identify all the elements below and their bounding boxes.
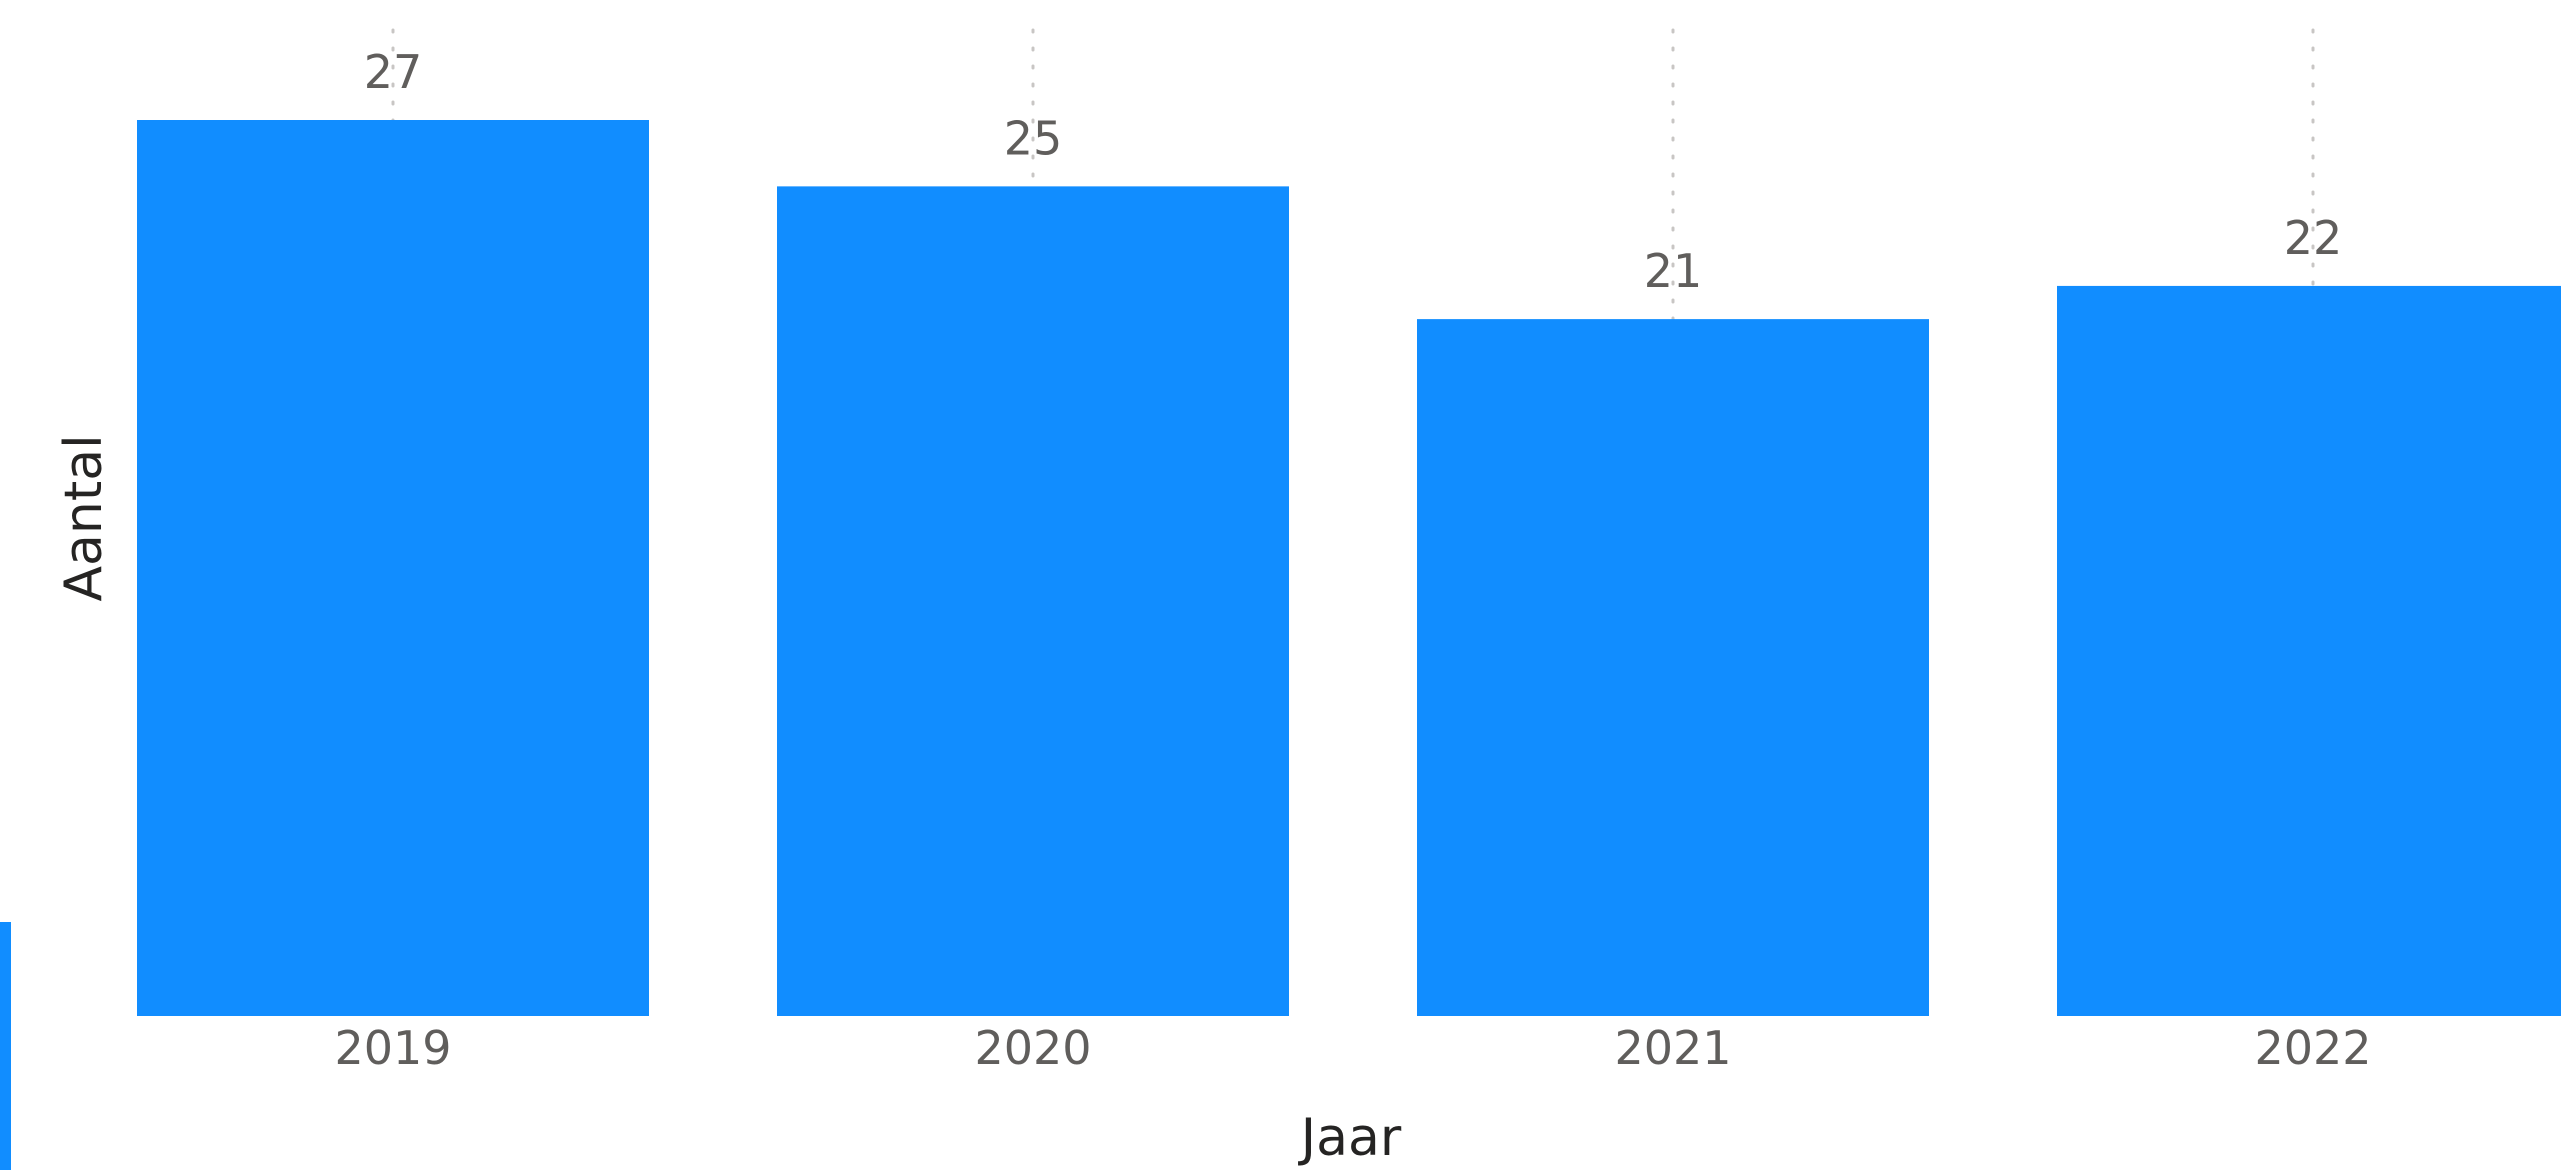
data-label-2022: 22 — [2284, 211, 2343, 265]
guide-lines — [391, 28, 2315, 1018]
x-tick-label-2019: 2019 — [334, 1021, 451, 1075]
x-tick-label-2021: 2021 — [1614, 1021, 1731, 1075]
labels: 27 2019 25 2020 21 2021 22 2022 — [334, 45, 2371, 1075]
bar-2020[interactable] — [777, 186, 1289, 1017]
bar-2022[interactable] — [2057, 285, 2561, 1017]
bar-2019[interactable] — [137, 120, 649, 1016]
data-label-2021: 21 — [1644, 244, 1703, 298]
bar-2021[interactable] — [1417, 319, 1929, 1017]
x-tick-label-2020: 2020 — [974, 1021, 1091, 1075]
bars — [137, 120, 2561, 1017]
y-axis-title: Aantal — [54, 434, 114, 602]
x-tick-label-2022: 2022 — [2254, 1021, 2371, 1075]
data-label-2020: 25 — [1004, 111, 1063, 165]
x-axis-title: Jaar — [1300, 1108, 1402, 1168]
data-label-2019: 27 — [364, 45, 423, 99]
left-edge-accent-bar — [0, 922, 11, 1170]
